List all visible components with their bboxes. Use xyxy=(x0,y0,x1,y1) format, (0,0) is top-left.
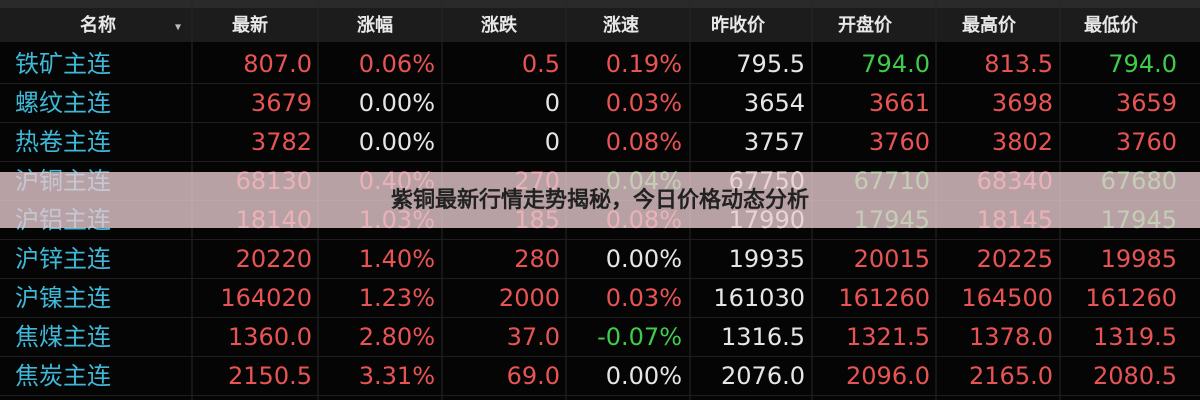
quote-cell: 2150.5 xyxy=(228,362,312,390)
quote-cell: 3757 xyxy=(744,128,805,156)
contract-name: 焦煤主连 xyxy=(15,323,111,351)
quote-cell: 0.00% xyxy=(359,89,435,117)
quote-cell: 0.19% xyxy=(606,50,682,78)
quote-cell: -0.07% xyxy=(597,323,682,351)
quote-cell: 2096.0 xyxy=(846,362,930,390)
quote-cell: 37.0 xyxy=(507,323,560,351)
quote-cell: 2080.5 xyxy=(1093,362,1177,390)
quote-cell: 2076.0 xyxy=(721,362,805,390)
quote-cell: 0.00% xyxy=(606,362,682,390)
banner xyxy=(0,172,1200,228)
quote-cell: 164020 xyxy=(220,284,312,312)
quote-cell: 1321.5 xyxy=(846,323,930,351)
quote-cell: 3659 xyxy=(1116,89,1177,117)
quote-cell: 161260 xyxy=(838,284,930,312)
quote-cell: 1360.0 xyxy=(228,323,312,351)
quote-cell: 19985 xyxy=(1101,245,1177,273)
quote-cell: 794.0 xyxy=(861,50,930,78)
contract-name: 螺纹主连 xyxy=(15,89,111,117)
quote-cell: 0.03% xyxy=(606,89,682,117)
contract-name: 沪锌主连 xyxy=(15,245,111,273)
quote-cell: 813.5 xyxy=(984,50,1053,78)
contract-name: 热卷主连 xyxy=(15,128,111,156)
column-header: 最低价 xyxy=(1084,14,1139,36)
column-header: 名称 xyxy=(80,14,116,36)
column-header: 最高价 xyxy=(962,14,1017,36)
quote-cell: 161030 xyxy=(713,284,805,312)
column-header: 涨速 xyxy=(603,14,639,36)
column-header: 开盘价 xyxy=(838,14,893,36)
quote-cell: 1316.5 xyxy=(721,323,805,351)
quote-cell: 0.08% xyxy=(606,128,682,156)
banner-title: 紫铜最新行情走势揭秘，今日价格动态分析 xyxy=(391,187,809,213)
quote-cell: 280 xyxy=(514,245,560,273)
quote-cell: 0 xyxy=(545,128,560,156)
quote-cell: 0.06% xyxy=(359,50,435,78)
quote-cell: 161260 xyxy=(1085,284,1177,312)
quote-cell: 3802 xyxy=(992,128,1053,156)
quote-cell: 164500 xyxy=(961,284,1053,312)
quote-cell: 20220 xyxy=(236,245,312,273)
column-header: 昨收价 xyxy=(711,14,766,36)
quote-cell: 0.5 xyxy=(522,50,560,78)
quote-cell: 1.40% xyxy=(359,245,435,273)
quote-cell: 2165.0 xyxy=(969,362,1053,390)
quote-cell: 3782 xyxy=(251,128,312,156)
contract-name: 铁矿主连 xyxy=(15,50,111,78)
quote-cell: 0.00% xyxy=(359,128,435,156)
quote-cell: 794.0 xyxy=(1108,50,1177,78)
quote-cell: 807.0 xyxy=(243,50,312,78)
quote-cell: 1319.5 xyxy=(1093,323,1177,351)
top-strip xyxy=(0,0,1200,8)
quote-cell: 3654 xyxy=(744,89,805,117)
quote-cell: 19935 xyxy=(729,245,805,273)
quote-cell: 1.23% xyxy=(359,284,435,312)
quote-cell: 1378.0 xyxy=(969,323,1053,351)
column-header: 涨幅 xyxy=(357,14,393,36)
quote-cell: 3760 xyxy=(1116,128,1177,156)
column-header: 最新 xyxy=(232,14,268,36)
quote-cell: 0.03% xyxy=(606,284,682,312)
quote-cell: 2000 xyxy=(499,284,560,312)
column-header: 涨跌 xyxy=(481,14,518,36)
quote-cell: 3698 xyxy=(992,89,1053,117)
quote-cell: 795.5 xyxy=(736,50,805,78)
quote-cell: 69.0 xyxy=(507,362,560,390)
quote-cell: 3760 xyxy=(869,128,930,156)
quote-cell: 3661 xyxy=(869,89,930,117)
quote-cell: 2.80% xyxy=(359,323,435,351)
quote-cell: 3679 xyxy=(251,89,312,117)
quote-cell: 20225 xyxy=(977,245,1053,273)
contract-name: 焦炭主连 xyxy=(15,362,111,390)
sort-icon: ▾ xyxy=(175,20,181,34)
quote-cell: 0.00% xyxy=(606,245,682,273)
quote-cell: 0 xyxy=(545,89,560,117)
contract-name: 沪镍主连 xyxy=(15,284,111,312)
quote-cell: 20015 xyxy=(854,245,930,273)
quote-cell: 3.31% xyxy=(359,362,435,390)
